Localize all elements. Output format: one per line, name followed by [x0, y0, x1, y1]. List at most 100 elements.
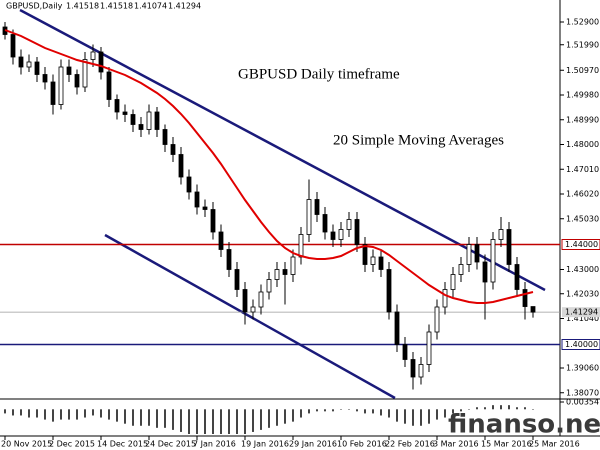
candle-body — [50, 81, 56, 105]
candle-body — [34, 61, 40, 75]
candle-body — [170, 144, 176, 155]
header-high: 1.41518 — [100, 2, 133, 11]
candle-body — [474, 244, 480, 263]
candle-body — [202, 206, 208, 210]
x-tick-label: 22 Feb 2016 — [385, 440, 435, 449]
candle-body — [258, 291, 264, 308]
candle-body — [82, 59, 88, 88]
y-tick-label: 1.49980 — [566, 91, 599, 100]
x-tick-label: 2 Dec 2015 — [49, 440, 95, 449]
candle-body — [194, 191, 200, 208]
level-label: 1.44000 — [565, 240, 598, 249]
candle-body — [218, 231, 224, 250]
y-tick-label: 1.46020 — [566, 190, 599, 199]
candle-body — [506, 229, 512, 265]
trend-channel-lower — [104, 233, 396, 400]
candle-body — [90, 51, 96, 60]
candle-body — [362, 244, 368, 265]
header-close: 1.41294 — [168, 2, 201, 11]
candle-body — [314, 199, 320, 215]
candle-body — [26, 61, 32, 68]
candle-body — [418, 364, 424, 378]
candle-body — [426, 331, 432, 365]
current-price-label: 1.41294 — [565, 308, 598, 317]
plot: 1.52900 1.51990 1.50970 1.49980 1.48990 1.480… — [0, 18, 600, 449]
candle-body — [378, 256, 384, 270]
trend-channel-upper — [19, 8, 546, 292]
macd-tick-label: 0.00354 — [566, 398, 599, 407]
header-symbol: GBPUSD,Daily — [6, 2, 63, 11]
y-tick-label: 1.42030 — [566, 289, 599, 298]
candle-body — [354, 219, 360, 245]
x-tick-label: 15 Mar 2016 — [481, 440, 532, 449]
candle-body — [122, 111, 128, 115]
candle-body — [410, 359, 416, 378]
x-tick-label: 24 Dec 2015 — [145, 440, 196, 449]
candle-body — [210, 209, 216, 233]
y-tick-label: 1.48990 — [566, 115, 599, 124]
candle-body — [298, 234, 304, 258]
candle-body — [138, 124, 144, 130]
candle-body — [42, 74, 48, 83]
candle-body — [18, 56, 24, 68]
candle-body — [386, 269, 392, 313]
x-tick-label: 10 Feb 2016 — [337, 440, 387, 449]
x-tick-label: 19 Jan 2016 — [241, 440, 289, 449]
candle-body — [178, 154, 184, 178]
y-tick-label: 1.47010 — [566, 165, 599, 174]
candle-body — [250, 306, 256, 313]
candle-body — [106, 71, 112, 100]
x-tick-label: 29 Jan 2016 — [289, 440, 337, 449]
watermark: finanso.net — [448, 410, 600, 440]
candle-body — [186, 176, 192, 193]
x-tick-label: 7 Jan 2016 — [193, 440, 236, 449]
candle-body — [58, 66, 64, 105]
candle-body — [490, 239, 496, 283]
x-tick-label: 3 Mar 2016 — [433, 440, 479, 449]
y-tick-label: 1.52900 — [566, 18, 599, 27]
candle-body — [162, 129, 168, 145]
candle-body — [114, 99, 120, 113]
y-tick-label: 1.41040 — [566, 314, 599, 323]
candle-body — [322, 214, 328, 233]
candle-body — [402, 344, 408, 360]
x-tick-label: 14 Dec 2015 — [97, 440, 148, 449]
candle-body — [458, 264, 464, 275]
candle-body — [522, 289, 528, 307]
candle-body — [130, 114, 136, 125]
candle-body — [370, 256, 376, 265]
candle-body — [498, 229, 504, 240]
candle-body — [234, 269, 240, 290]
candle-body — [306, 199, 312, 235]
y-tick-label: 1.43000 — [566, 265, 599, 274]
candle-body — [282, 269, 288, 275]
candle-body — [66, 66, 72, 75]
candle-body — [514, 264, 520, 290]
header-low: 1.41074 — [134, 2, 167, 11]
annotation: 20 Simple Moving Averages — [333, 132, 504, 148]
header-open: 1.41518 — [66, 2, 99, 11]
candle-body — [154, 111, 160, 130]
candle-body — [434, 306, 440, 333]
candle-body — [338, 229, 344, 240]
candle-body — [242, 289, 248, 313]
candle-body — [274, 269, 280, 280]
candle-body — [98, 51, 104, 73]
level-label: 1.40000 — [565, 340, 598, 349]
y-tick-label: 1.39060 — [566, 364, 599, 373]
candle-body — [394, 311, 400, 345]
candle-body — [146, 111, 152, 130]
annotation: GBPUSD Daily timeframe — [238, 66, 400, 82]
candle-body — [466, 244, 472, 265]
candle-body — [74, 74, 80, 88]
y-tick-label: 1.50970 — [566, 66, 599, 75]
x-tick-label: 20 Nov 2015 — [1, 440, 52, 449]
candle-body — [346, 219, 352, 230]
y-tick-label: 1.38070 — [566, 388, 599, 397]
level-label-box — [561, 339, 600, 350]
current-price-box — [562, 307, 600, 318]
candle-body — [442, 289, 448, 308]
moving-average — [4, 29, 534, 304]
